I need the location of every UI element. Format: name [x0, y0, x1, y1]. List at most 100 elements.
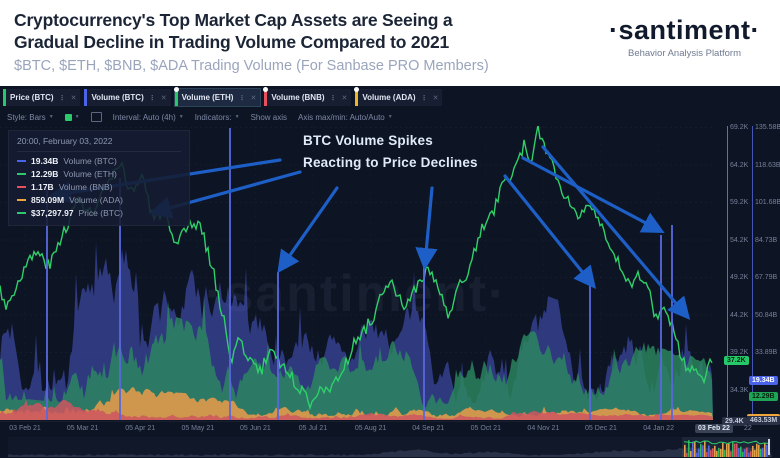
tooltip-rows: 19.34B Volume (BTC) 12.29B Volume (ETH) 1.17…	[17, 156, 181, 218]
tooltip-datetime: 20:00, February 03, 2022	[17, 136, 181, 152]
santiment-logo: ·santiment·	[608, 15, 760, 45]
time-axis: 03 Feb 22 22 03 Feb 21 05 Mar 21 05 Apr 21…	[0, 421, 752, 436]
tab-close-icon[interactable]: ✕	[341, 94, 348, 102]
date-tick: 05 Jul 21	[298, 425, 328, 432]
tab-label: Volume (BTC)	[91, 93, 144, 102]
price-tick: 34.3K	[730, 386, 749, 394]
series-label: Volume (ETH)	[63, 169, 117, 179]
price-tick: 64.2K	[730, 161, 749, 169]
chevron-down-icon: ▼	[234, 114, 240, 120]
color-picker[interactable]: ▼	[64, 113, 80, 121]
minimap-canvas[interactable]	[8, 437, 772, 457]
date-tick: 05 May 21	[181, 425, 215, 432]
series-color-dash	[17, 173, 26, 175]
tab-close-icon[interactable]: ✕	[160, 94, 167, 102]
date-tick: 05 Oct 21	[470, 425, 501, 432]
style-dropdown[interactable]: Style: Bars ▼	[7, 113, 54, 122]
volume-tick: 101.68B	[755, 199, 780, 206]
series-label: Price (BTC)	[78, 208, 123, 218]
date-tick: 05 Jun 21	[240, 425, 271, 432]
chart-tooltip: 20:00, February 03, 2022 19.34B Volume (B…	[8, 130, 190, 226]
tab-color-bar	[355, 89, 359, 106]
tab-menu-icon[interactable]: ⋮	[420, 94, 428, 102]
chevron-down-icon: ▼	[178, 114, 184, 120]
date-tick: 05 Apr 21	[125, 425, 156, 432]
tab-color-bar	[84, 89, 88, 106]
title-line-2: Gradual Decline in Trading Volume Compar…	[14, 31, 450, 52]
date-tick: 05 Aug 21	[354, 425, 387, 432]
header: Cryptocurrency's Top Market Cap Assets a…	[0, 0, 780, 86]
tab-close-icon[interactable]: ✕	[250, 94, 257, 102]
tab-color-bar	[3, 89, 6, 106]
tab-menu-icon[interactable]: ⋮	[329, 94, 337, 102]
tooltip-row: 1.17B Volume (BNB)	[17, 182, 181, 192]
chevron-down-icon: ▼	[48, 114, 54, 120]
date-tick: 05 Mar 21	[66, 425, 99, 432]
series-color-dash	[17, 160, 26, 162]
axis-maxmin-label: Axis max/min: Auto/Auto	[298, 112, 385, 122]
header-text: Cryptocurrency's Top Market Cap Assets a…	[14, 10, 489, 86]
minimap-range-selector[interactable]	[8, 437, 772, 457]
series-value: $37,297.97	[31, 208, 74, 218]
tab-menu-icon[interactable]: ⋮	[238, 94, 246, 102]
annotation-line-1: BTC Volume Spikes	[303, 133, 433, 148]
volume-tick: 84.73B	[755, 236, 778, 244]
annotation-callout: BTC Volume Spikes Reacting to Price Decl…	[303, 130, 478, 175]
tab-volume-ada[interactable]: Volume (ADA) ⋮ ✕	[354, 87, 443, 106]
tab-volume-bnb[interactable]: Volume (BNB) ⋮ ✕	[263, 87, 352, 106]
current-date-badge: 03 Feb 22	[695, 424, 733, 433]
volume-axis-line	[752, 126, 753, 420]
series-value: 12.29B	[31, 169, 59, 179]
chevron-down-icon: ▼	[387, 114, 393, 120]
tab-menu-icon[interactable]: ⋮	[58, 94, 66, 102]
date-tick: 03 Feb 21	[9, 425, 41, 432]
chart-settings-icon	[90, 112, 102, 122]
tooltip-row: 859.09M Volume (ADA)	[17, 195, 181, 205]
tab-label: Volume (ETH)	[181, 93, 234, 102]
tab-volume-btc[interactable]: Volume (BTC) ⋮ ✕	[84, 89, 171, 106]
tooltip-row: 12.29B Volume (ETH)	[17, 169, 181, 179]
series-label: Volume (BTC)	[63, 156, 117, 166]
tooltip-row: $37,297.97 Price (BTC)	[17, 208, 181, 218]
tab-volume-eth[interactable]: Volume (ETH) ⋮ ✕	[173, 87, 261, 106]
page-subtitle: $BTC, $ETH, $BNB, $ADA Trading Volume (F…	[14, 58, 489, 75]
axis-maxmin-dropdown[interactable]: Axis max/min: Auto/Auto ▼	[298, 113, 393, 122]
year-suffix-label: 22	[744, 425, 752, 432]
price-tick: 69.2K	[730, 124, 749, 131]
volume-tick: 135.58B	[755, 124, 780, 131]
price-axis-line	[727, 126, 728, 420]
indicators-dropdown-label: Indicators:	[194, 112, 232, 122]
indicators-dropdown[interactable]: Indicators: ▼	[195, 113, 240, 122]
brand: ·santiment· Behavior Analysis Platform	[609, 10, 764, 86]
show-axis-toggle[interactable]: Show axis	[251, 113, 287, 122]
tab-label: Volume (ADA)	[362, 93, 416, 102]
series-color-dash	[17, 212, 26, 214]
chevron-down-icon: ▼	[74, 114, 80, 120]
tab-color-bar	[264, 89, 268, 106]
tab-menu-icon[interactable]: ⋮	[148, 94, 156, 102]
volume-tick: 118.63B	[755, 161, 780, 169]
volume-tick: 67.79B	[755, 274, 778, 281]
tab-close-icon[interactable]: ✕	[432, 94, 439, 102]
series-value: 859.09M	[31, 195, 65, 205]
tab-pin-icon	[173, 87, 179, 92]
interval-dropdown[interactable]: Interval: Auto (4h) ▼	[113, 113, 184, 122]
chart-settings-button[interactable]	[90, 112, 102, 122]
price-tick: 54.2K	[730, 236, 749, 244]
tab-label: Price (BTC)	[10, 93, 54, 102]
page-title: Cryptocurrency's Top Market Cap Assets a…	[14, 10, 489, 53]
date-tick: 04 Nov 21	[527, 425, 560, 432]
price-volume-axis: 37.2K 19.34B 12.29B 463.53M 29.4K 69.2K 6…	[713, 124, 780, 426]
tab-price-btc[interactable]: Price (BTC) ⋮ ✕	[3, 89, 81, 106]
price-tick: 59.2K	[730, 199, 749, 206]
show-axis-label: Show axis	[250, 112, 288, 122]
style-dropdown-label: Style: Bars	[7, 112, 46, 122]
interval-dropdown-label: Interval: Auto (4h)	[112, 112, 176, 122]
tab-close-icon[interactable]: ✕	[70, 94, 77, 102]
tab-pin-icon	[354, 87, 360, 92]
price-tick: 49.2K	[730, 274, 749, 281]
date-tick: 05 Dec 21	[585, 425, 617, 432]
volume-tick: 33.89B	[755, 349, 778, 356]
eth-volume-badge: 12.29B	[749, 392, 778, 401]
